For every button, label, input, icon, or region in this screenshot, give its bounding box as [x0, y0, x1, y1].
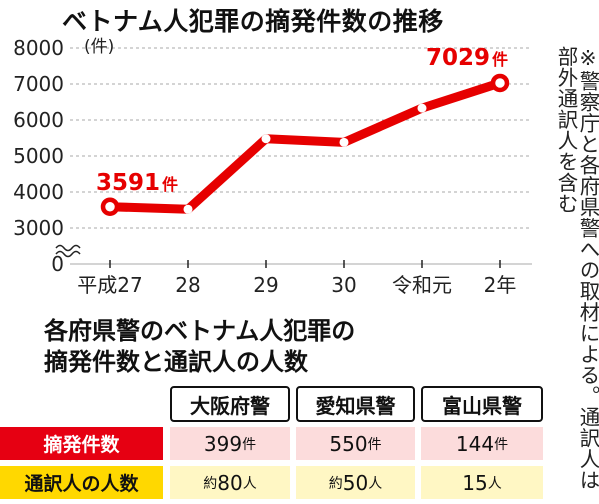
annotations: 3591 件 7029 件: [96, 45, 508, 196]
data-point: [339, 137, 349, 147]
x-tick-label: 30: [331, 273, 356, 297]
column-header-osaka: 大阪府警: [170, 386, 290, 422]
x-tick-label: 令和元: [392, 273, 452, 297]
column-header-aichi: 愛知県警: [296, 386, 415, 422]
grid-lines: [70, 47, 532, 265]
axis-break-icon: [55, 244, 81, 258]
y-tick-label: 0: [51, 252, 64, 276]
y-tick-label: 7000: [13, 72, 64, 96]
cell-arrests-toyama: 144 件: [421, 427, 543, 460]
y-tick-label: 8000: [13, 36, 64, 60]
y-unit-label: (件): [84, 37, 114, 57]
y-tick-label: 3000: [13, 216, 64, 240]
table-title-line-1: 各府県警のベトナム人犯罪の: [44, 317, 356, 345]
x-tick-label: 29: [253, 273, 278, 297]
data-label: 7029 件: [426, 45, 508, 71]
x-tick-label: 28: [175, 273, 200, 297]
data-point: [417, 103, 427, 113]
row-label-interpreters: 通訳人の人数: [0, 466, 163, 499]
line-chart: 0 3000 4000 5000 6000 7000 8000 平成27 28 29 30 令和元 2…: [13, 36, 532, 297]
cell-interpreters-aichi: 約 50 人: [296, 466, 415, 499]
cell-interpreters-toyama: 15 人: [421, 466, 543, 499]
table-title: 各府県警のベトナム人犯罪の 摘発件数と通訳人の人数: [44, 316, 355, 378]
axis-break-wave-1: [55, 244, 81, 252]
chart-title: ベトナム人犯罪の摘発件数の推移: [62, 7, 444, 36]
series-line: [100, 73, 510, 216]
cell-interpreters-osaka: 約 80 人: [170, 466, 290, 499]
data-point: [261, 134, 271, 144]
axis-break-wave-2: [55, 250, 81, 258]
x-tick-label: 平成27: [77, 273, 142, 297]
x-tick-label: 2年: [484, 273, 517, 297]
y-tick-label: 5000: [13, 144, 64, 168]
series-polyline: [105, 78, 505, 214]
footnote: ※警察庁と各府県警への取材による。通訳人は部外通訳人を含む: [554, 46, 599, 491]
x-axis-ticks: 平成27 28 29 30 令和元 2年: [77, 260, 516, 297]
y-tick-label: 4000: [13, 180, 64, 204]
data-label: 3591 件: [96, 170, 178, 196]
column-header-toyama: 富山県警: [421, 386, 543, 422]
cell-arrests-osaka: 399 件: [170, 427, 290, 460]
y-tick-label: 6000: [13, 108, 64, 132]
data-point-endpoint: [490, 73, 510, 93]
data-point-endpoint: [100, 197, 120, 216]
table-title-line-2: 摘発件数と通訳人の人数: [44, 348, 308, 376]
row-label-arrests: 摘発件数: [0, 427, 163, 460]
y-axis-ticks: 0 3000 4000 5000 6000 7000 8000: [13, 36, 64, 276]
data-point: [183, 204, 193, 214]
cell-arrests-aichi: 550 件: [296, 427, 415, 460]
